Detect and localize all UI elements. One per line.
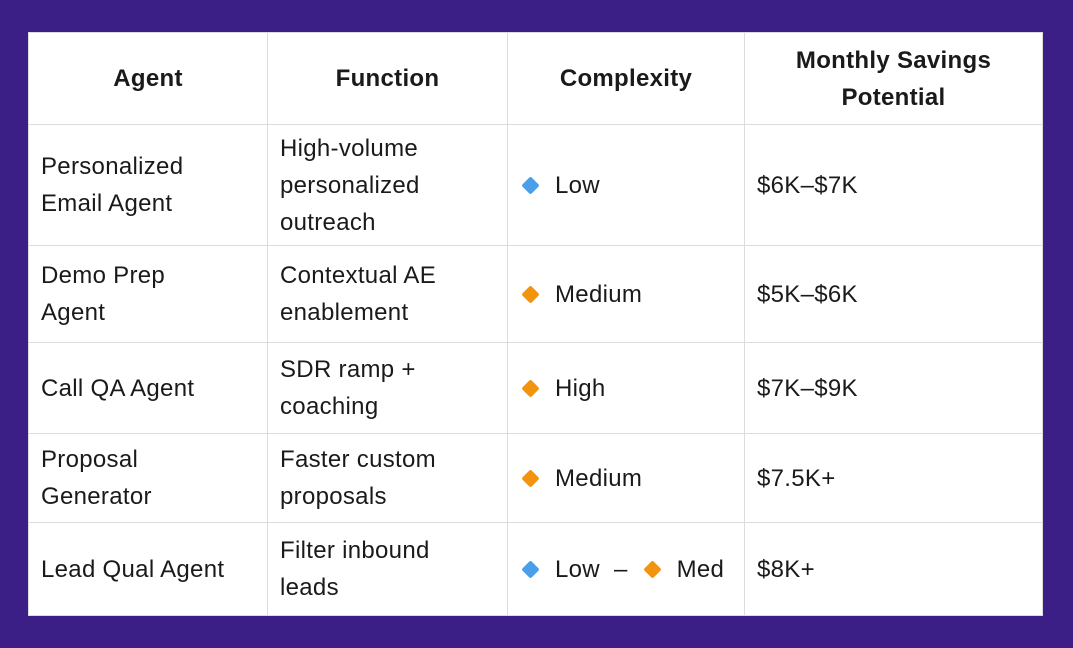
savings-cell: $6K–$7K <box>745 125 1042 246</box>
agent-cell: Demo Prep Agent <box>29 246 268 343</box>
agent-cell: Personalized Email Agent <box>29 125 268 246</box>
function-cell: Contextual AE enablement <box>268 246 508 343</box>
orange-diamond-icon <box>521 468 540 488</box>
complexity-label: Low <box>555 171 600 199</box>
agent-cell: Lead Qual Agent <box>29 523 268 615</box>
column-header-monthly-savings: Monthly Savings Potential <box>745 33 1042 125</box>
complexity-label: Medium <box>555 464 643 492</box>
column-header-agent: Agent <box>29 33 268 125</box>
function-cell: Filter inbound leads <box>268 523 508 615</box>
complexity-cell: Medium <box>508 246 745 343</box>
agent-cell: Proposal Generator <box>29 434 268 523</box>
function-cell: High-volume personalized outreach <box>268 125 508 246</box>
complexity-label: High <box>555 374 606 402</box>
savings-cell: $7.5K+ <box>745 434 1042 523</box>
complexity-label: Medium <box>555 280 643 308</box>
agent-cell: Call QA Agent <box>29 343 268 434</box>
orange-diamond-icon <box>642 559 662 579</box>
savings-cell: $7K–$9K <box>745 343 1042 434</box>
savings-cell: $5K–$6K <box>745 246 1042 343</box>
column-header-complexity: Complexity <box>508 33 745 125</box>
complexity-label: Low <box>555 555 600 583</box>
blue-diamond-icon <box>521 559 540 579</box>
function-cell: Faster custom proposals <box>268 434 508 523</box>
blue-diamond-icon <box>521 175 540 195</box>
complexity-cell: High <box>508 343 745 434</box>
orange-diamond-icon <box>521 378 540 398</box>
complexity-cell: Medium <box>508 434 745 523</box>
column-header-function: Function <box>268 33 508 125</box>
agents-table: Agent Function Complexity Monthly Saving… <box>28 32 1043 616</box>
complexity-label: Med <box>676 555 725 583</box>
savings-cell: $8K+ <box>757 555 815 583</box>
function-cell: SDR ramp + coaching <box>268 343 508 434</box>
complexity-cell: Low – Med <box>508 523 745 615</box>
complexity-cell: Low <box>508 125 745 246</box>
complexity-separator: – <box>613 555 628 583</box>
orange-diamond-icon <box>521 284 540 304</box>
